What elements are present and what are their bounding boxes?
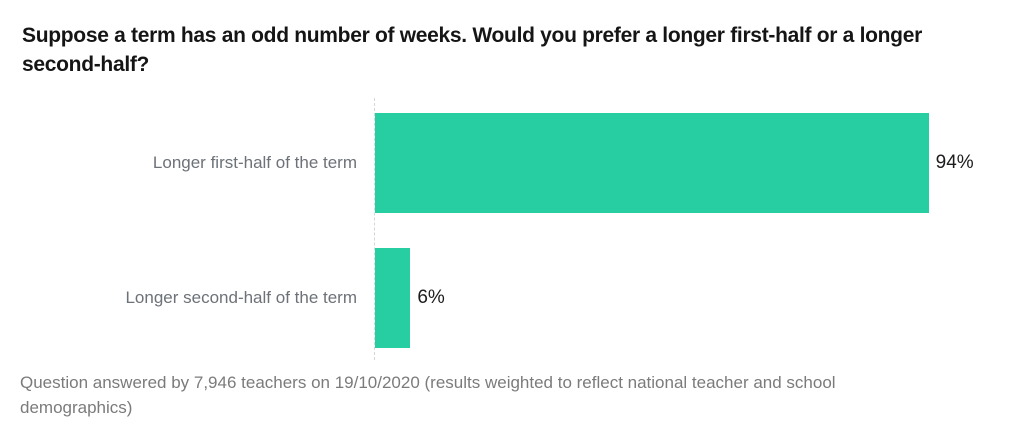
value-label-second-half: 6% — [417, 287, 445, 308]
bar-chart: Longer first-half of the term 94% Longer… — [0, 98, 1024, 360]
bar-second-half — [375, 248, 411, 348]
value-label-first-half: 94% — [935, 152, 974, 173]
y-axis-baseline — [374, 98, 375, 360]
bar-first-half — [375, 113, 929, 213]
chart-title: Suppose a term has an odd number of week… — [22, 24, 922, 76]
bar-track: 94% — [375, 113, 974, 213]
footnote: Question answered by 7,946 teachers on 1… — [20, 373, 836, 417]
bar-row-first-half: Longer first-half of the term 94% — [0, 113, 1024, 213]
bar-track: 6% — [375, 248, 964, 348]
category-label-second-half: Longer second-half of the term — [125, 288, 357, 307]
category-label-first-half: Longer first-half of the term — [152, 153, 357, 172]
bar-row-second-half: Longer second-half of the term 6% — [0, 248, 1024, 348]
